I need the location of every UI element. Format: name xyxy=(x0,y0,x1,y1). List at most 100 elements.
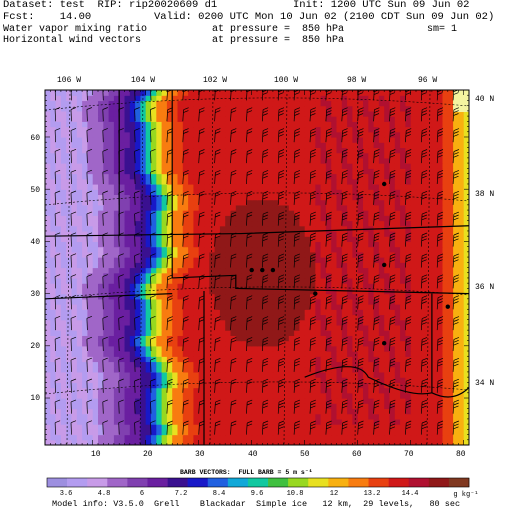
field-cell xyxy=(458,293,465,300)
field-cell xyxy=(278,163,285,169)
field-cell xyxy=(416,157,422,164)
field-cell xyxy=(209,215,216,222)
field-cell xyxy=(66,225,73,232)
field-cell xyxy=(331,225,338,232)
field-cell xyxy=(251,351,258,357)
field-cell xyxy=(416,142,422,149)
field-cell xyxy=(113,304,120,310)
field-cell xyxy=(357,199,364,206)
field-cell xyxy=(251,189,258,196)
field-cell xyxy=(108,168,115,175)
field-cell xyxy=(230,434,237,441)
field-cell xyxy=(103,131,110,138)
field-cell xyxy=(92,382,99,389)
field-cell xyxy=(400,178,406,185)
field-cell xyxy=(453,298,459,305)
field-cell xyxy=(363,366,369,373)
field-cell xyxy=(384,356,391,363)
field-cell xyxy=(188,392,194,399)
field-cell xyxy=(416,189,422,196)
field-cell xyxy=(113,220,120,227)
field-cell xyxy=(310,136,316,143)
field-cell xyxy=(108,398,115,404)
field-cell xyxy=(113,392,120,399)
field-cell xyxy=(325,257,332,263)
field-cell xyxy=(166,173,173,180)
field-cell xyxy=(71,241,78,248)
field-cell xyxy=(394,408,401,415)
field-cell xyxy=(235,136,242,143)
field-cell xyxy=(50,314,57,321)
field-cell xyxy=(257,351,263,357)
field-cell xyxy=(283,241,290,248)
field-cell xyxy=(92,262,99,269)
field-cell xyxy=(76,262,83,269)
field-cell xyxy=(416,330,422,336)
field-cell xyxy=(431,147,438,154)
field-cell xyxy=(135,335,141,342)
field-cell xyxy=(87,257,94,263)
field-cell xyxy=(262,382,269,389)
field-cell xyxy=(87,277,94,284)
field-cell xyxy=(299,324,306,331)
field-cell xyxy=(442,131,449,138)
field-cell xyxy=(421,142,428,149)
field-cell xyxy=(113,387,120,394)
field-cell xyxy=(251,418,258,425)
field-cell xyxy=(92,330,99,336)
field-cell xyxy=(272,163,279,169)
field-cell xyxy=(320,173,327,180)
field-cell xyxy=(304,267,311,274)
field-cell xyxy=(166,277,173,284)
field-cell xyxy=(320,142,327,149)
field-cell xyxy=(140,319,147,326)
field-cell xyxy=(352,361,359,368)
field-cell xyxy=(262,351,269,357)
field-cell xyxy=(431,377,438,383)
field-cell xyxy=(299,408,306,415)
field-cell xyxy=(219,199,226,206)
field-cell xyxy=(71,309,78,316)
field-cell xyxy=(294,163,300,169)
field-cell xyxy=(55,293,62,300)
field-cell xyxy=(103,340,110,347)
field-cell xyxy=(241,173,247,180)
field-cell xyxy=(177,173,184,180)
field-cell xyxy=(103,398,110,404)
field-cell xyxy=(400,304,406,310)
field-cell xyxy=(394,319,401,326)
field-cell xyxy=(188,246,194,253)
field-cell xyxy=(119,304,126,310)
field-cell xyxy=(384,157,391,164)
field-cell xyxy=(151,215,157,222)
field-cell xyxy=(352,377,359,383)
field-cell xyxy=(426,157,433,164)
field-cell xyxy=(241,330,247,336)
field-cell xyxy=(188,168,194,175)
field-cell xyxy=(315,366,322,373)
field-cell xyxy=(368,298,375,305)
field-cell xyxy=(378,189,385,196)
field-cell xyxy=(384,413,391,420)
field-cell xyxy=(50,293,57,300)
field-cell xyxy=(161,189,168,196)
field-cell xyxy=(405,157,412,164)
field-cell xyxy=(198,178,205,185)
field-cell xyxy=(458,424,465,430)
field-cell xyxy=(257,225,263,232)
field-cell xyxy=(55,204,62,211)
field-cell xyxy=(135,382,141,389)
field-cell xyxy=(166,157,173,164)
field-cell xyxy=(458,157,465,164)
field-cell xyxy=(82,225,88,232)
field-cell xyxy=(225,225,232,232)
field-cell xyxy=(113,277,120,284)
field-cell xyxy=(453,351,459,357)
field-cell xyxy=(447,366,454,373)
field-cell xyxy=(225,330,232,336)
field-cell xyxy=(172,319,179,326)
field-cell xyxy=(251,236,258,242)
field-cell xyxy=(55,439,62,445)
field-cell xyxy=(188,241,194,248)
field-cell xyxy=(92,126,99,133)
